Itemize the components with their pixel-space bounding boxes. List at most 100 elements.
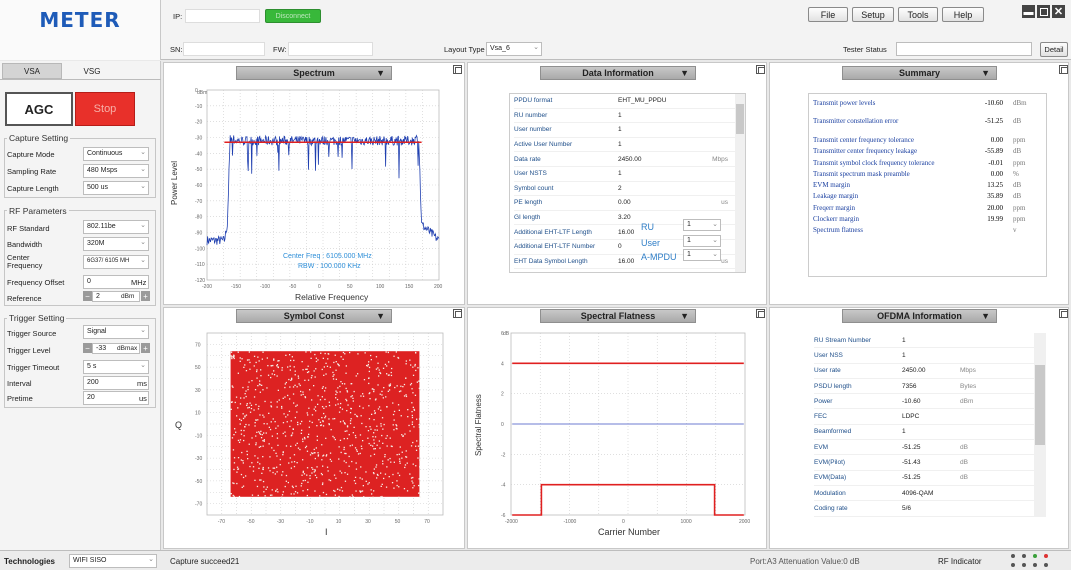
data-info-scrollbar[interactable] <box>735 94 745 272</box>
bandwidth-select[interactable]: 320M <box>83 237 149 251</box>
a-mpdu-select[interactable]: 1 <box>683 249 721 261</box>
constellation-point <box>296 442 298 444</box>
capture-mode-select[interactable]: Continuous <box>83 147 149 161</box>
constellation-point <box>278 360 280 362</box>
row-value: 7356 <box>902 382 917 390</box>
trigger-level-minus-button[interactable]: − <box>83 343 92 353</box>
constellation-point <box>321 459 323 461</box>
stop-button[interactable]: Stop <box>75 92 135 126</box>
constellation-point <box>324 415 327 417</box>
menu-file[interactable]: File <box>808 7 848 22</box>
dropdown-arrow-icon[interactable]: ▼ <box>680 68 689 78</box>
trigger-level-plus-button[interactable]: + <box>141 343 150 353</box>
constellation-point <box>343 438 345 440</box>
dropdown-arrow-icon[interactable]: ▼ <box>376 311 385 321</box>
symbol-const-header[interactable]: Symbol Const ▼ <box>236 309 392 323</box>
constellation-point <box>314 353 316 356</box>
detail-button[interactable]: Detail <box>1040 42 1068 57</box>
maximize-icon[interactable] <box>1037 5 1050 18</box>
tab-underline <box>0 79 161 80</box>
x-tick-label: -50 <box>247 519 254 525</box>
constellation-point <box>263 486 265 488</box>
dropdown-arrow-icon[interactable]: ▼ <box>680 311 689 321</box>
ru-select[interactable]: 1 <box>683 219 721 231</box>
constellation-point <box>266 423 268 425</box>
capture-length-select[interactable]: 500 us <box>83 181 149 195</box>
user-select[interactable]: 1 <box>683 235 721 247</box>
y-tick-label: -10 <box>195 433 202 439</box>
tab-vsg[interactable]: VSG <box>62 63 122 79</box>
layout-type-select[interactable]: Vsa_6 <box>486 42 542 56</box>
constellation-point <box>317 403 319 405</box>
constellation-point <box>302 480 304 482</box>
row-key: Additional EHT-LTF Length <box>514 228 592 236</box>
menu-setup[interactable]: Setup <box>852 7 894 22</box>
constellation-point <box>252 470 255 472</box>
constellation-point <box>276 433 278 435</box>
close-icon[interactable]: ✕ <box>1052 5 1065 18</box>
trigger-level-input[interactable]: -33 <box>92 343 140 354</box>
constellation-point <box>311 414 314 416</box>
constellation-point <box>276 455 278 457</box>
spectrum-header[interactable]: Spectrum ▼ <box>236 66 392 80</box>
constellation-point <box>288 410 291 412</box>
y-tick-label: -2 <box>501 452 506 458</box>
constellation-point <box>396 425 398 427</box>
minimize-icon[interactable]: ▬ <box>1022 5 1035 18</box>
constellation-point <box>271 373 273 375</box>
plot-area <box>206 89 440 281</box>
spectral-flatness-header[interactable]: Spectral Flatness ▼ <box>540 309 696 323</box>
constellation-point <box>245 423 247 426</box>
row-key: EVM(Pilot) <box>814 459 846 467</box>
constellation-point <box>256 485 259 488</box>
dropdown-arrow-icon[interactable]: ▼ <box>981 311 990 321</box>
frequency-offset-input[interactable]: 0 <box>83 275 149 289</box>
row-value: 0 <box>618 243 622 251</box>
constellation-point <box>344 472 346 474</box>
interval-input[interactable]: 200 <box>83 376 149 390</box>
reference-minus-button[interactable]: − <box>83 291 92 301</box>
reference-input[interactable]: 2 <box>92 291 140 302</box>
connect-button[interactable]: Disconnect <box>265 9 321 23</box>
x-tick-label: 100 <box>376 284 385 290</box>
agc-button[interactable]: AGC <box>5 92 73 126</box>
reference-plus-button[interactable]: + <box>141 291 150 301</box>
pretime-input[interactable]: 20 <box>83 391 149 405</box>
menu-help[interactable]: Help <box>942 7 984 22</box>
constellation-point <box>258 467 260 469</box>
trigger-timeout-select[interactable]: 5 s <box>83 360 149 374</box>
center-frequency-select[interactable]: 6G37/ 6105 MH <box>83 255 149 269</box>
constellation-point <box>340 402 342 405</box>
maximize-panel-icon[interactable] <box>1059 65 1068 74</box>
constellation-point <box>350 396 352 398</box>
fw-field <box>288 42 373 56</box>
menu-tools[interactable]: Tools <box>898 7 938 22</box>
dropdown-arrow-icon[interactable]: ▼ <box>376 68 385 78</box>
tab-vsa[interactable]: VSA <box>2 63 62 79</box>
constellation-point <box>327 470 329 472</box>
maximize-panel-icon[interactable] <box>756 65 765 74</box>
constellation-point <box>352 495 354 498</box>
constellation-point <box>418 380 420 382</box>
ofdma-header[interactable]: OFDMA Information ▼ <box>842 309 997 323</box>
sampling-rate-select[interactable]: 480 Msps <box>83 164 149 178</box>
constellation-point <box>412 476 414 479</box>
maximize-panel-icon[interactable] <box>756 309 765 318</box>
maximize-panel-icon[interactable] <box>1059 309 1068 318</box>
ofdma-scrollbar[interactable] <box>1034 333 1046 517</box>
dropdown-arrow-icon[interactable]: ▼ <box>981 68 990 78</box>
technologies-select[interactable]: WIFI SISO <box>69 554 157 568</box>
constellation-point <box>307 414 309 416</box>
constellation-point <box>317 454 320 456</box>
ip-field[interactable] <box>185 9 260 23</box>
rf-standard-select[interactable]: 802.11be <box>83 220 149 234</box>
constellation-point <box>236 471 238 473</box>
summary-header[interactable]: Summary ▼ <box>842 66 997 80</box>
maximize-panel-icon[interactable] <box>453 65 462 74</box>
data-information-header[interactable]: Data Information ▼ <box>540 66 696 80</box>
constellation-point <box>282 422 285 424</box>
constellation-point <box>312 452 314 455</box>
maximize-panel-icon[interactable] <box>453 309 462 318</box>
trigger-source-select[interactable]: Signal <box>83 325 149 339</box>
constellation-point <box>342 351 345 354</box>
